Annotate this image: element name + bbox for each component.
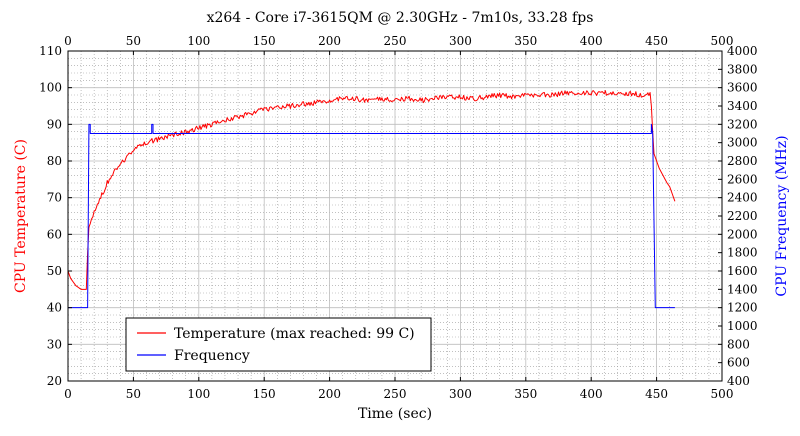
right-tick-label: 2600 (727, 172, 758, 186)
x-tick-label-top: 350 (514, 34, 537, 48)
left-tick-label: 30 (47, 337, 62, 351)
left-tick-label: 50 (47, 264, 62, 278)
left-tick-label: 20 (47, 374, 62, 388)
x-tick-label-top: 400 (580, 34, 603, 48)
legend-box (125, 317, 432, 372)
legend-frequency-label: Frequency (174, 348, 250, 364)
right-tick-label: 3000 (727, 136, 758, 150)
right-tick-label: 2000 (727, 227, 758, 241)
right-tick-label: 2200 (727, 209, 758, 223)
left-tick-label: 100 (39, 81, 62, 95)
x-tick-label-top: 450 (645, 34, 668, 48)
right-tick-label: 1400 (727, 282, 758, 296)
grid (67, 50, 723, 382)
chart-title: x264 - Core i7-3615QM @ 2.30GHz - 7m10s,… (207, 10, 594, 26)
x-tick-label-bottom: 150 (253, 387, 276, 401)
axis-ticks: 0 0 50 50 100 100 150 150 200 200 250 250 300 300 350 3… (39, 34, 757, 401)
x-tick-label-top: 300 (449, 34, 472, 48)
right-tick-label: 3200 (727, 117, 758, 131)
x-tick-label-top: 250 (384, 34, 407, 48)
x-tick-label-bottom: 400 (580, 387, 603, 401)
right-tick-label: 800 (727, 337, 750, 351)
x-tick-label-bottom: 250 (384, 387, 407, 401)
right-tick-label: 3600 (727, 81, 758, 95)
frequency-series-line (68, 123, 675, 309)
x-tick-label-bottom: 0 (64, 387, 72, 401)
x-tick-label-top: 150 (253, 34, 276, 48)
right-tick-label: 2400 (727, 191, 758, 205)
right-tick-label: 1800 (727, 246, 758, 260)
legend: Temperature (max reached: 99 C) Frequenc… (125, 317, 432, 372)
x-tick-label-bottom: 200 (318, 387, 341, 401)
x-tick-label-bottom: 500 (711, 387, 734, 401)
x-axis-label: Time (sec) (358, 406, 432, 422)
right-tick-label: 1000 (727, 319, 758, 333)
x-tick-label-bottom: 50 (126, 387, 141, 401)
left-tick-label: 90 (47, 117, 62, 131)
x-tick-label-top: 500 (711, 34, 734, 48)
left-tick-label: 80 (47, 154, 62, 168)
series-lines (67, 90, 676, 309)
left-tick-label: 70 (47, 191, 62, 205)
legend-temperature-label: Temperature (max reached: 99 C) (174, 326, 415, 342)
right-tick-label: 1600 (727, 264, 758, 278)
right-axis-label: CPU Frequency (MHz) (774, 135, 790, 296)
left-tick-label: 40 (47, 301, 62, 315)
x-tick-label-bottom: 350 (514, 387, 537, 401)
x-tick-label-bottom: 300 (449, 387, 472, 401)
x-tick-label-top: 100 (187, 34, 210, 48)
right-tick-label: 2800 (727, 154, 758, 168)
x-tick-label-top: 200 (318, 34, 341, 48)
left-tick-label: 110 (39, 44, 62, 58)
right-tick-label: 400 (727, 374, 750, 388)
left-tick-label: 60 (47, 227, 62, 241)
x-tick-label-bottom: 100 (187, 387, 210, 401)
left-axis-label: CPU Temperature (C) (13, 139, 29, 293)
x-tick-label-top: 50 (126, 34, 141, 48)
temperature-series-line (67, 90, 676, 290)
right-tick-label: 600 (727, 356, 750, 370)
right-tick-label: 3800 (727, 62, 758, 76)
x-tick-label-bottom: 450 (645, 387, 668, 401)
right-tick-label: 4000 (727, 44, 758, 58)
right-tick-label: 3400 (727, 99, 758, 113)
x-tick-label-top: 0 (64, 34, 72, 48)
right-tick-label: 1200 (727, 301, 758, 315)
